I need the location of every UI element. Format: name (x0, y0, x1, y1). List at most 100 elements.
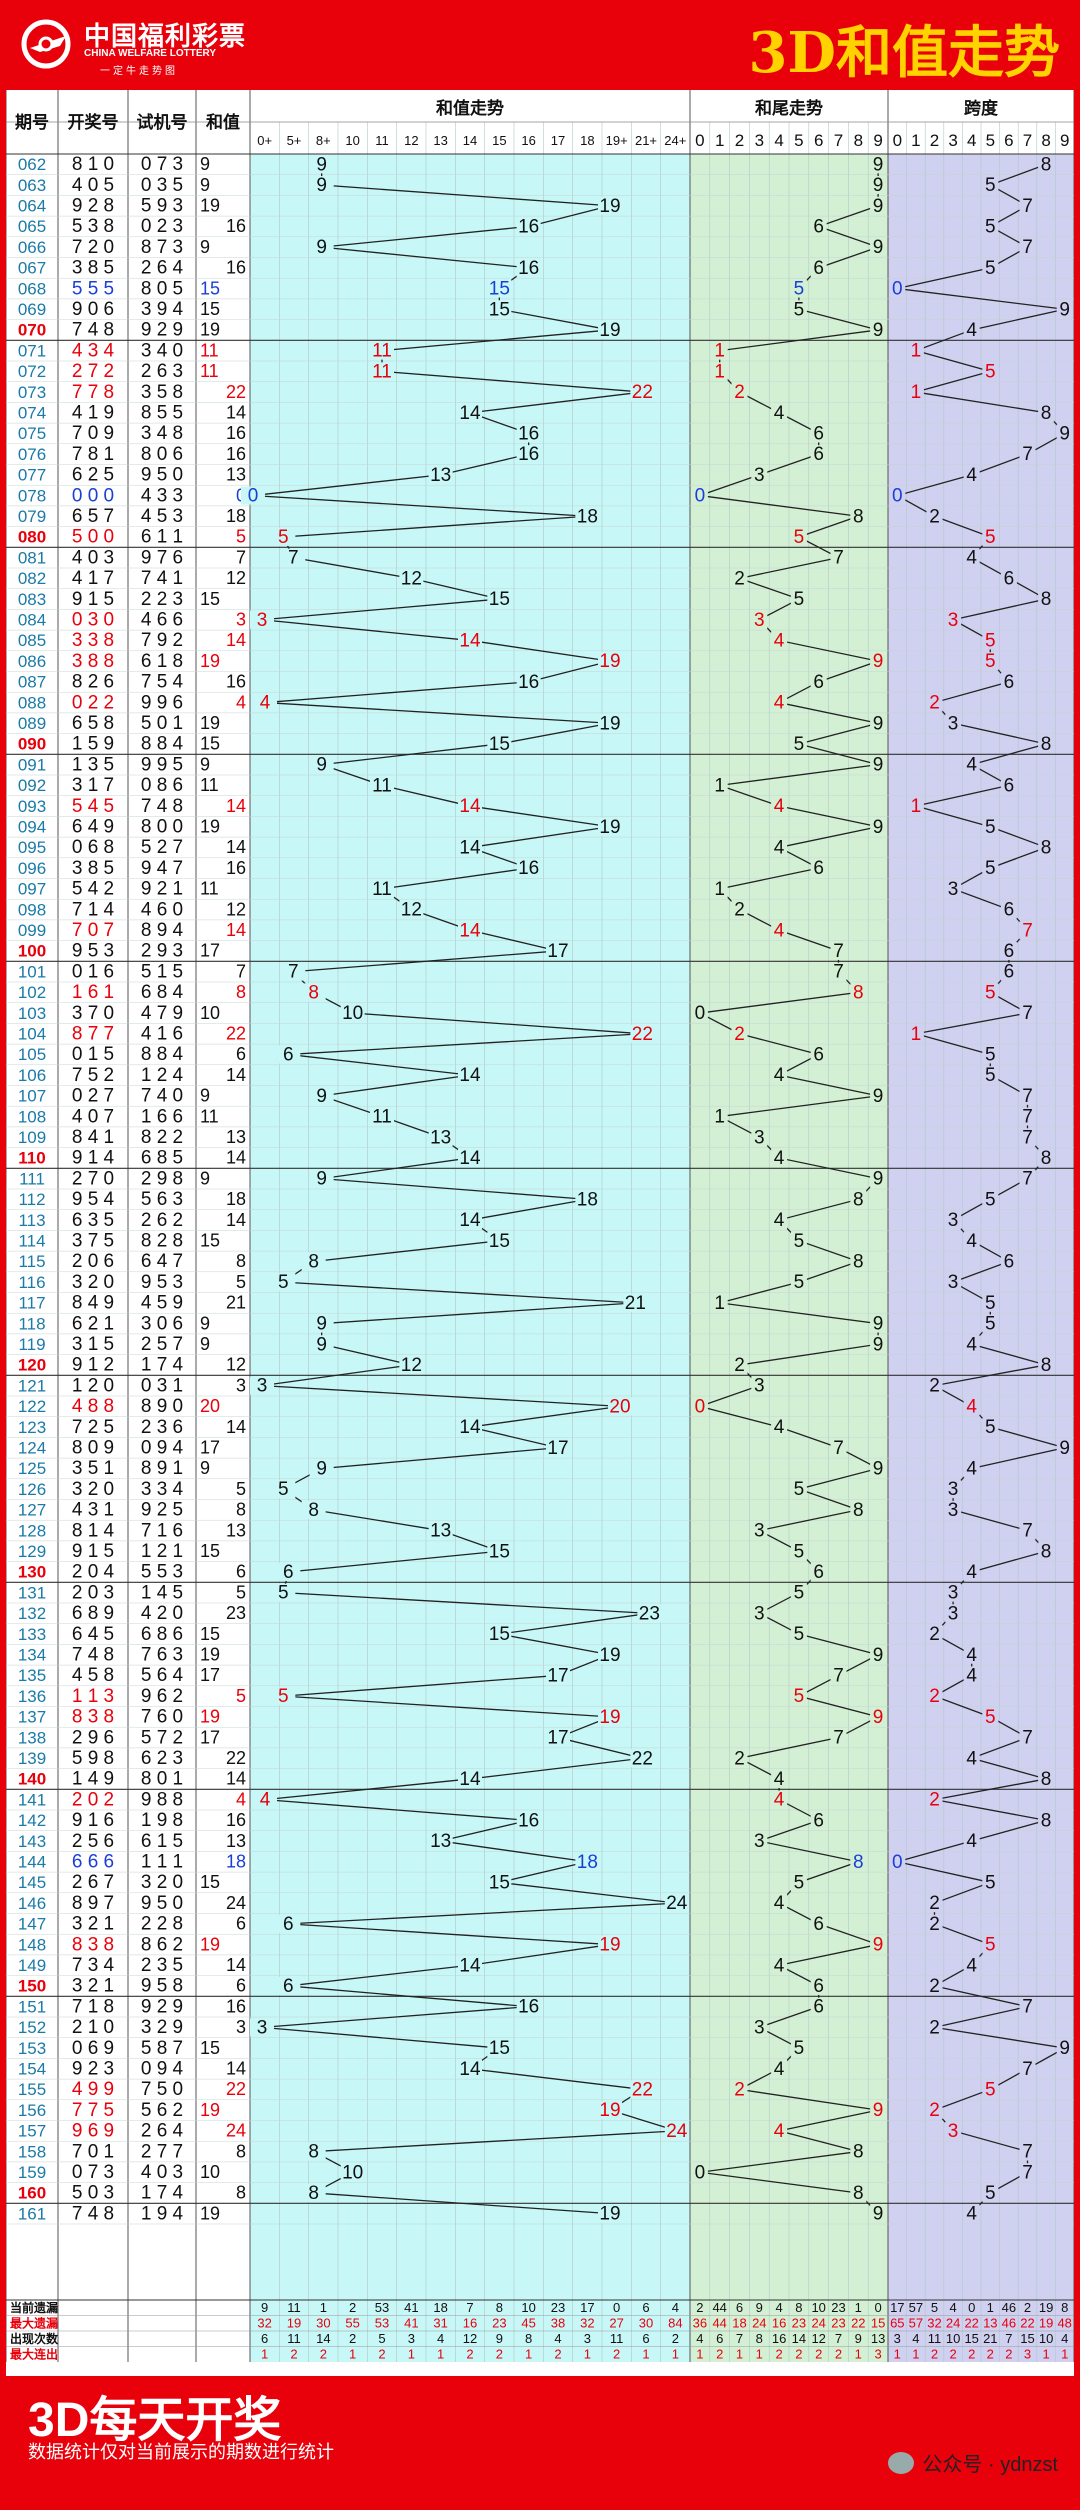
stats-span-value: 8 (1061, 2300, 1068, 2315)
issue-cell: 089 (18, 714, 46, 733)
span-mark-bg (982, 2080, 999, 2099)
stats-sum-value: 0 (613, 2300, 620, 2315)
stats-span-value: 4 (1061, 2331, 1068, 2346)
row-marks: 23 3 3 (637, 1603, 962, 1624)
sum-point: 12 (401, 1355, 422, 1376)
span-mark-bg (945, 610, 962, 629)
stats-span-value: 11 (928, 2331, 942, 2346)
stats-tail-value: 4 (775, 2300, 782, 2315)
tail-point: 3 (754, 1521, 765, 1542)
span-point: 5 (985, 1293, 996, 1314)
draw-cell: 0 2 2 (72, 692, 114, 713)
draw-cell: 0 7 3 (72, 2162, 114, 2183)
span-mark-bg (945, 1273, 962, 1292)
sum-mark-bg (309, 1459, 334, 1478)
span-mark-bg (1038, 1355, 1055, 1374)
tail-mark-bg (870, 155, 887, 174)
test-cell: 2 9 3 (141, 941, 183, 962)
tail-mark-bg (771, 1418, 788, 1437)
sum-mark-bg (598, 1935, 622, 1954)
test-cell: 9 2 9 (141, 1996, 183, 2017)
issue-cell: 140 (18, 1770, 46, 1789)
issue-cell: 077 (18, 466, 46, 485)
sum-point: 22 (632, 1748, 653, 1769)
span-mark-bg (982, 2183, 999, 2202)
test-cell: 5 5 3 (141, 1562, 183, 1583)
stats-tail-value: 18 (732, 2316, 746, 2331)
tail-mark-bg (771, 1894, 788, 1913)
stats-tail-value: 1 (855, 2300, 862, 2315)
issue-cell: 109 (18, 1128, 46, 1147)
sum-cell: 21 (226, 1293, 246, 1313)
sum-cell: 12 (226, 1355, 246, 1375)
draw-cell: 7 4 8 (72, 320, 114, 341)
sum-mark-bg (250, 610, 274, 629)
issue-cell: 090 (18, 735, 46, 754)
test-cell: 7 4 0 (141, 1086, 183, 1107)
tail-point: 1 (714, 341, 725, 362)
sum-mark-bg (253, 693, 277, 712)
span-mark-bg (982, 1935, 999, 1954)
span-bin-label: 6 (1004, 131, 1013, 150)
row-marks: 16 6 5 (516, 858, 999, 879)
test-cell: 9 5 0 (141, 465, 183, 486)
sum-cell: 18 (226, 1189, 246, 1209)
tail-bin-label: 1 (715, 131, 724, 150)
sum-cell: 12 (226, 568, 246, 588)
span-point: 3 (948, 1583, 959, 1604)
issue-cell: 066 (18, 238, 46, 257)
issue-cell: 113 (18, 1211, 45, 1230)
test-cell: 3 2 9 (141, 2017, 183, 2038)
sum-bin-label: 14 (463, 133, 477, 148)
span-mark-bg (1056, 1438, 1073, 1457)
span-mark-bg (963, 1231, 980, 1250)
row-marks: 20 0 4 (608, 1396, 980, 1417)
span-mark-bg (945, 2121, 962, 2140)
span-point: 2 (929, 1686, 940, 1707)
stats-tail-value: 2 (696, 2300, 703, 2315)
sum-mark-bg (301, 2183, 326, 2202)
row-marks: 10 0 7 (340, 1003, 1036, 1024)
span-mark-bg (982, 1045, 999, 1064)
span-point: 3 (948, 2121, 959, 2142)
test-cell: 8 0 0 (141, 817, 183, 838)
sum-point: 18 (577, 1189, 598, 1210)
sum-cell: 19 (200, 2203, 220, 2223)
stats-sum-value: 16 (463, 2316, 477, 2331)
stats-label: 最大遗漏 (10, 2316, 58, 2331)
sum-point: 3 (257, 2017, 268, 2038)
issue-cell: 072 (18, 362, 46, 381)
tail-point: 8 (853, 2142, 864, 2163)
tail-point: 6 (813, 672, 824, 693)
sum-cell: 9 (200, 1086, 210, 1106)
sum-point: 16 (518, 258, 539, 279)
sum-point: 11 (372, 775, 392, 796)
sum-point: 3 (257, 610, 268, 631)
row-marks: 16 6 5 (516, 216, 999, 237)
issue-cell: 118 (18, 1314, 45, 1333)
span-point: 2 (929, 1790, 940, 1811)
sum-cell: 8 (236, 1251, 246, 1271)
row-marks: 9 9 5 (309, 1314, 999, 1335)
sum-cell: 16 (226, 423, 246, 443)
test-cell: 9 9 5 (141, 754, 183, 775)
sum-mark-bg (546, 941, 570, 960)
test-cell: 3 0 6 (141, 1313, 183, 1334)
span-mark-bg (982, 1418, 999, 1437)
span-mark-bg (1000, 941, 1017, 960)
tail-bin-label: 9 (873, 131, 882, 150)
test-cell: 6 1 5 (141, 1831, 183, 1852)
tail-mark-bg (850, 1852, 867, 1871)
span-point: 3 (948, 1479, 959, 1500)
tail-mark-bg (771, 631, 788, 650)
tail-mark-bg (751, 465, 768, 484)
draw-cell: 9 1 5 (72, 1541, 114, 1562)
tail-bin-label: 2 (735, 131, 744, 150)
test-cell: 9 4 7 (141, 858, 183, 879)
issue-cell: 142 (18, 1811, 46, 1830)
test-cell: 6 4 7 (141, 1251, 183, 1272)
sum-point: 8 (308, 2183, 319, 2204)
stats-sum-value: 19 (287, 2316, 301, 2331)
stats-tail-value: 23 (831, 2316, 845, 2331)
draw-cell: 9 1 5 (72, 589, 114, 610)
